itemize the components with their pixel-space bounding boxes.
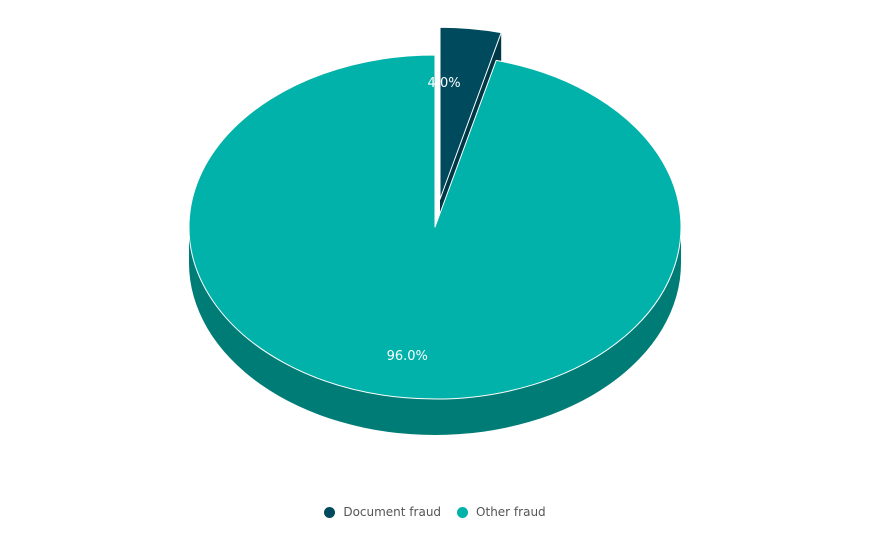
pie-slice-other-fraud[interactable] (188, 54, 682, 400)
legend-item-document-fraud[interactable]: Document fraud (324, 505, 441, 519)
pie-slice-document-fraud[interactable] (439, 26, 502, 200)
legend-marker-document-fraud (324, 506, 336, 518)
data-label-document-fraud: 4.0% (428, 76, 461, 91)
data-label-other-fraud: 96.0% (387, 349, 428, 364)
legend-marker-other-fraud (457, 506, 469, 518)
legend-label-other-fraud: Other fraud (476, 505, 546, 519)
chart-legend: Document fraud Other fraud (0, 505, 870, 519)
pie-slice-side-other-fraud (189, 227, 681, 435)
legend-label-document-fraud: Document fraud (343, 505, 442, 519)
legend-item-other-fraud[interactable]: Other fraud (457, 505, 546, 519)
